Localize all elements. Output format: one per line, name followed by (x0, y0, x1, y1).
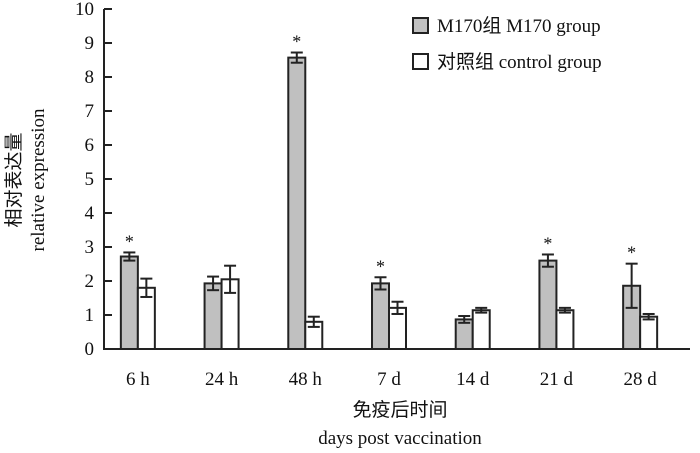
bar-m170 (371, 282, 390, 351)
significance-marker: * (125, 231, 134, 251)
bar-m170 (119, 255, 139, 350)
bar-m170 (203, 282, 223, 351)
x-tick-label: 7 d (377, 369, 401, 390)
y-tick-label: 5 (85, 169, 95, 190)
y-axis-label-cn: 相对表达量 (3, 132, 25, 227)
y-tick-label: 0 (85, 339, 95, 360)
x-tick-label: 14 d (456, 369, 490, 390)
bar-m170 (454, 318, 474, 351)
y-axis-label: relative expression (28, 108, 49, 251)
bar-control (639, 315, 659, 351)
bar-control (471, 309, 491, 350)
x-tick-label: 48 h (289, 369, 323, 390)
x-axis-label: days post vaccination (318, 428, 482, 449)
y-tick-label: 2 (85, 271, 95, 292)
legend-swatch (412, 17, 429, 34)
x-tick-label: 21 d (540, 369, 574, 390)
legend-label: 对照组 control group (437, 51, 602, 73)
y-tick-label: 9 (85, 33, 95, 54)
x-tick-label: 28 d (624, 369, 658, 390)
x-axis-label-cn: 免疫后时间 (352, 399, 447, 421)
y-tick-label: 3 (85, 237, 95, 258)
significance-marker: * (627, 243, 636, 263)
y-tick-label: 4 (85, 203, 95, 224)
y-tick-label: 7 (85, 101, 95, 122)
legend-swatch (412, 53, 429, 70)
bar-control (555, 309, 575, 350)
significance-marker: * (292, 32, 301, 52)
y-tick-label: 8 (85, 67, 95, 88)
legend-label: M170组 M170 group (437, 15, 601, 37)
y-tick-label: 6 (85, 135, 95, 156)
bar-m170 (287, 56, 307, 351)
bar-m170 (538, 259, 558, 351)
y-tick-label: 1 (85, 305, 95, 326)
significance-marker: * (376, 256, 385, 276)
x-tick-label: 6 h (126, 369, 150, 390)
y-tick-label: 10 (75, 0, 94, 20)
significance-marker: * (543, 233, 552, 253)
x-tick-label: 24 h (205, 369, 239, 390)
